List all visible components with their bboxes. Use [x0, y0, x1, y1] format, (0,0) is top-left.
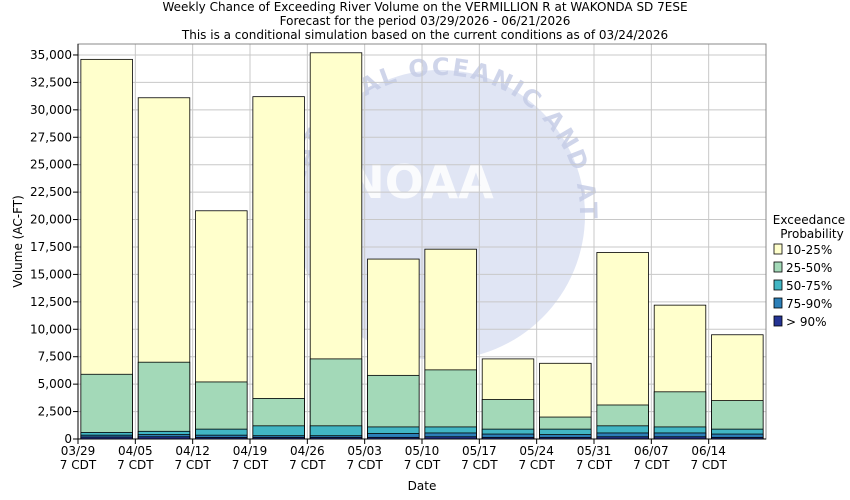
y-tick-label: 22,500 [30, 185, 72, 199]
legend-swatch [773, 261, 783, 273]
y-tick-label: 25,000 [30, 158, 72, 172]
x-tick-sublabel: 7 CDT [690, 458, 727, 472]
bar-1025-04-19 [252, 96, 305, 440]
x-tick-label: 03/29 [61, 444, 96, 458]
y-tick-label: 20,000 [30, 213, 72, 227]
x-tick-label: 04/12 [175, 444, 210, 458]
x-tick-label: 05/17 [462, 444, 497, 458]
y-tick-label: 15,000 [30, 267, 72, 281]
x-tick-sublabel: 7 CDT [461, 458, 498, 472]
bar-2550-03-29 [80, 373, 133, 440]
x-tick-sublabel: 7 CDT [232, 458, 269, 472]
x-tick-sublabel: 7 CDT [576, 458, 613, 472]
legend-swatch [773, 243, 783, 255]
x-tick-sublabel: 7 CDT [117, 458, 154, 472]
x-tick-sublabel: 7 CDT [518, 458, 555, 472]
axes: 0 2,500 5,000 7,500 10,000 12,500 15,000 17,500… [11, 43, 767, 493]
legend-label: 10-25% [786, 243, 832, 257]
x-tick-sublabel: 7 CDT [404, 458, 441, 472]
x-tick-sublabel: 7 CDT [174, 458, 211, 472]
x-tick-sublabel: 7 CDT [60, 458, 97, 472]
x-tick-label: 05/03 [347, 444, 382, 458]
legend-swatch [773, 297, 783, 309]
y-tick-label: 17,500 [30, 240, 72, 254]
x-tick-label: 04/19 [233, 444, 268, 458]
x-tick-sublabel: 7 CDT [346, 458, 383, 472]
y-tick-label: 5,000 [38, 377, 72, 391]
y-tick-label: 2,500 [38, 405, 72, 419]
legend-title-line1: Exceedance [773, 213, 845, 227]
y-tick-label: 12,500 [30, 295, 72, 309]
legend-label: 75-90% [786, 297, 832, 311]
y-tick-label: 30,000 [30, 103, 72, 117]
x-axis-title: Date [408, 479, 437, 493]
x-tick-label: 04/26 [290, 444, 325, 458]
x-tick-label: 06/14 [691, 444, 726, 458]
bars [80, 52, 764, 440]
x-tick-label: 05/31 [577, 444, 612, 458]
x-tick-label: 05/24 [519, 444, 554, 458]
y-tick-label: 0 [64, 432, 72, 446]
y-tick-label: 27,500 [30, 130, 72, 144]
x-tick-sublabel: 7 CDT [633, 458, 670, 472]
y-tick-label: 32,500 [30, 75, 72, 89]
x-tick-sublabel: 7 CDT [289, 458, 326, 472]
x-tick-label: 06/07 [634, 444, 669, 458]
legend-label: > 90% [786, 315, 827, 329]
legend-label: 50-75% [786, 279, 832, 293]
y-tick-label: 35,000 [30, 48, 72, 62]
watermark-logo-text: NOAA [346, 155, 494, 209]
bar-2550-04-05 [137, 361, 191, 440]
x-tick-label: 04/05 [118, 444, 153, 458]
chart-subtitle-conditions: This is a conditional simulation based o… [181, 28, 669, 42]
y-tick-label: 7,500 [38, 350, 72, 364]
x-tick-label: 05/10 [405, 444, 440, 458]
legend-label: 25-50% [786, 261, 832, 275]
legend-swatch [773, 315, 783, 327]
y-axis-title: Volume (AC-FT) [11, 195, 25, 288]
legend-title-line2: Probability [780, 227, 843, 241]
legend-swatch [773, 279, 783, 291]
chart-title: Weekly Chance of Exceeding River Volume … [162, 0, 688, 14]
y-tick-label: 10,000 [30, 322, 72, 336]
chart-subtitle-period: Forecast for the period 03/29/2026 - 06/… [279, 14, 571, 28]
